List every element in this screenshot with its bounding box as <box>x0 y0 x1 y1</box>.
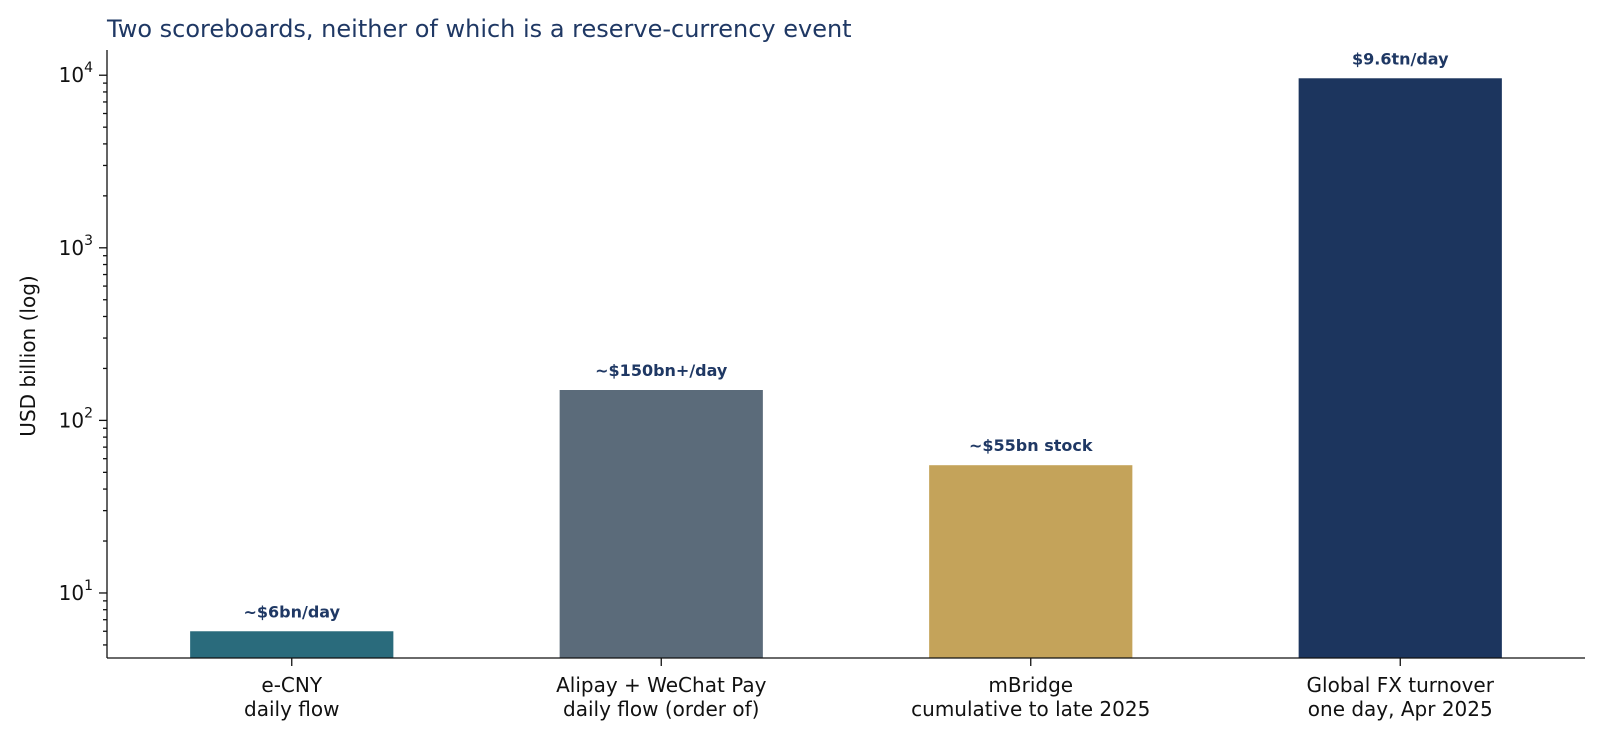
chart-title: Two scoreboards, neither of which is a r… <box>106 15 852 43</box>
x-tick-label: Alipay + WeChat Pay daily flow (order of) <box>556 673 766 721</box>
x-tick-label-line: cumulative to late 2025 <box>911 697 1150 721</box>
y-tick-exponent: 3 <box>84 233 93 249</box>
bar-data-label: ~$150bn+/day <box>595 361 728 380</box>
y-tick-exponent: 2 <box>84 405 93 421</box>
x-tick-label-line: Alipay + WeChat Pay <box>556 673 766 697</box>
y-tick-base: 10 <box>59 236 84 260</box>
y-tick-exponent: 4 <box>84 60 93 76</box>
bar-data-label: $9.6tn/day <box>1352 49 1449 68</box>
y-tick-label: 101 <box>59 578 93 605</box>
y-tick-base: 10 <box>59 581 84 605</box>
y-tick-label: 103 <box>59 233 93 260</box>
x-tick-label-line: mBridge <box>988 673 1073 697</box>
x-tick-label-line: one day, Apr 2025 <box>1308 697 1493 721</box>
bar <box>1298 78 1502 658</box>
y-tick-label: 104 <box>59 60 93 87</box>
bar <box>929 465 1133 658</box>
bar-data-label: ~$55bn stock <box>969 436 1093 455</box>
x-tick-label-line: e-CNY <box>261 673 322 697</box>
y-tick-label: 102 <box>59 405 93 432</box>
y-tick-base: 10 <box>59 63 84 87</box>
bar-data-label: ~$6bn/day <box>243 602 340 621</box>
bars-group <box>190 78 1502 658</box>
bar <box>190 631 394 658</box>
x-tick-label-line: Global FX turnover <box>1307 673 1495 697</box>
bar <box>559 390 763 658</box>
y-tick-exponent: 1 <box>84 578 93 594</box>
data-labels-group: ~$6bn/day ~$150bn+/day ~$55bn stock $9.6tn/… <box>243 49 1449 621</box>
x-tick-label: e-CNY daily flow <box>244 673 339 721</box>
y-axis-label: USD billion (log) <box>16 275 40 436</box>
x-tick-label: mBridge cumulative to late 2025 <box>911 673 1150 721</box>
x-tick-label-line: daily flow <box>244 697 339 721</box>
y-tick-base: 10 <box>59 408 84 432</box>
x-tick-label: Global FX turnover one day, Apr 2025 <box>1307 673 1495 721</box>
x-tick-label-line: daily flow (order of) <box>563 697 759 721</box>
